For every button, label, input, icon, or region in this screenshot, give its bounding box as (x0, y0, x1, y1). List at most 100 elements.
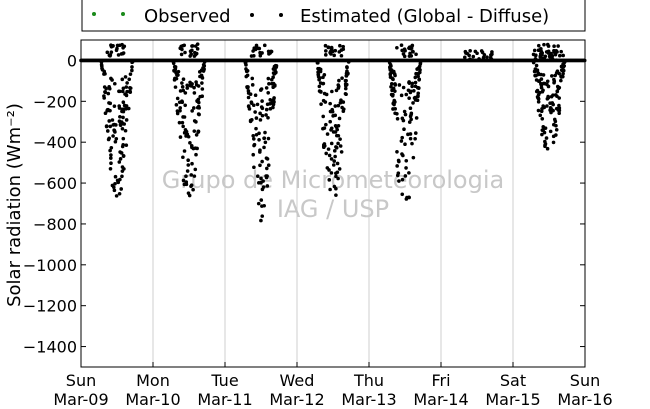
estimated-point (185, 86, 190, 90)
estimated-point (328, 187, 332, 192)
estimated-point (201, 69, 206, 73)
estimated-point (336, 176, 340, 181)
estimated-point (329, 141, 334, 146)
estimated-point (106, 107, 110, 112)
estimated-point (399, 93, 404, 98)
estimated-point (317, 84, 322, 89)
estimated-point (557, 71, 562, 76)
estimated-point (262, 43, 267, 48)
estimated-point (328, 101, 332, 106)
estimated-point (122, 44, 127, 49)
estimated-point (107, 101, 111, 105)
estimated-point (545, 97, 550, 101)
estimated-point (128, 72, 133, 76)
y-axis-label: Solar radiation (Wm⁻²) (4, 103, 25, 307)
legend-observed-marker (92, 12, 96, 16)
estimated-point (173, 76, 177, 81)
estimated-point (192, 54, 197, 58)
estimated-point (183, 91, 188, 95)
estimated-point (332, 149, 337, 153)
estimated-point (411, 155, 416, 160)
estimated-point (110, 118, 115, 122)
estimated-point (340, 76, 344, 80)
estimated-point (410, 84, 414, 89)
estimated-point (266, 76, 271, 81)
estimated-point (388, 75, 393, 79)
estimated-point (260, 113, 265, 118)
estimated-point (266, 163, 271, 168)
estimated-point (546, 84, 551, 89)
estimated-point (179, 52, 184, 57)
estimated-point (250, 76, 255, 81)
estimated-point (192, 174, 197, 178)
watermark-line-2: IAG / USP (277, 195, 389, 223)
estimated-point (400, 135, 405, 140)
estimated-point (130, 60, 134, 65)
estimated-point (182, 115, 187, 119)
estimated-point (259, 87, 264, 91)
estimated-point (187, 193, 192, 198)
estimated-point (341, 100, 346, 104)
estimated-point (322, 91, 327, 96)
estimated-point (117, 89, 121, 94)
estimated-point (183, 127, 188, 132)
estimated-point (404, 158, 409, 163)
estimated-point (118, 150, 122, 154)
x-tick-label-date: Mar-13 (341, 390, 396, 409)
estimated-point (395, 117, 400, 121)
estimated-point (408, 90, 413, 95)
estimated-point (556, 44, 560, 48)
estimated-point (125, 81, 129, 85)
estimated-point (336, 141, 340, 146)
estimated-point (404, 166, 408, 170)
estimated-point (344, 78, 348, 83)
estimated-point (400, 177, 405, 182)
x-tick-label-date: Mar-14 (413, 390, 468, 409)
estimated-point (175, 111, 180, 116)
estimated-point (403, 142, 407, 147)
x-tick-label-date: Mar-09 (53, 390, 108, 409)
estimated-point (403, 174, 408, 178)
estimated-point (463, 49, 468, 54)
estimated-point (121, 153, 126, 158)
estimated-point (417, 78, 421, 82)
estimated-point (251, 54, 256, 58)
estimated-point (478, 58, 483, 63)
estimated-point (548, 101, 552, 106)
estimated-point (104, 86, 108, 91)
estimated-point (325, 132, 330, 136)
estimated-point (128, 89, 132, 93)
estimated-point (341, 47, 346, 52)
estimated-point (326, 45, 331, 50)
estimated-point (184, 182, 189, 187)
estimated-point (112, 185, 116, 190)
estimated-point (414, 116, 419, 120)
estimated-point (265, 184, 270, 188)
legend: Observed Estimated (Global - Diffuse) (81, 0, 586, 32)
estimated-point (323, 43, 328, 48)
estimated-point (194, 120, 198, 124)
estimated-point (400, 152, 404, 156)
estimated-point (246, 95, 251, 100)
estimated-point (181, 88, 186, 93)
estimated-point (480, 50, 485, 55)
y-tick-label: −800 (33, 215, 77, 234)
estimated-point (557, 111, 561, 116)
estimated-point (416, 93, 420, 98)
estimated-point (200, 75, 204, 79)
estimated-point (260, 99, 264, 103)
estimated-point (344, 92, 348, 97)
estimated-point (246, 104, 251, 108)
estimated-point (551, 140, 556, 145)
estimated-point (551, 102, 555, 107)
estimated-point (416, 86, 421, 90)
estimated-point (120, 126, 125, 131)
estimated-point (539, 83, 544, 88)
estimated-point (120, 169, 125, 173)
estimated-point (329, 157, 334, 161)
estimated-point (331, 163, 336, 167)
estimated-point (401, 85, 406, 90)
estimated-point (185, 132, 190, 137)
estimated-point (324, 151, 329, 156)
estimated-point (552, 79, 557, 84)
